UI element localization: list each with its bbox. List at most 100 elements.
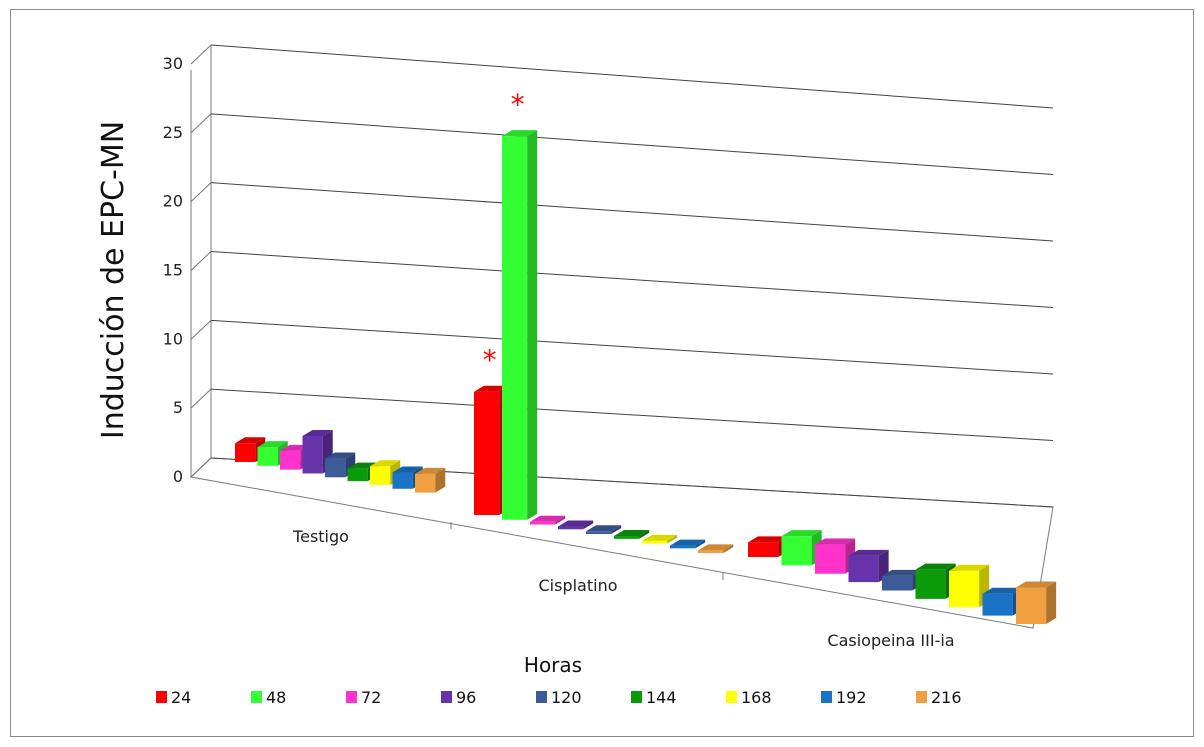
legend-label: 72	[361, 688, 381, 707]
bar	[698, 544, 734, 554]
bar	[302, 429, 333, 474]
bar	[815, 538, 856, 574]
gridline	[210, 44, 1054, 109]
bar	[558, 520, 594, 530]
gridline-side	[190, 113, 212, 134]
bar-side	[555, 515, 566, 525]
category-labels: Testigo Cisplatino Casiopeina III-ia	[292, 527, 955, 650]
bar	[586, 525, 622, 535]
bar-top	[558, 520, 594, 527]
bar-top	[502, 130, 538, 137]
bar-top	[642, 534, 678, 541]
gridline	[210, 319, 1054, 375]
y-tick-label: 20	[163, 192, 183, 211]
bar	[949, 564, 990, 608]
legend-swatch	[346, 691, 357, 703]
bar-top	[882, 569, 923, 576]
bar-top	[392, 466, 423, 473]
bar-front	[1016, 587, 1047, 624]
bar-top	[325, 452, 356, 459]
bar-front	[257, 447, 278, 466]
bar-top	[698, 544, 734, 551]
legend-swatch	[536, 691, 547, 703]
gridline-side	[190, 388, 212, 409]
y-tick-label: 5	[173, 398, 183, 417]
bar-top	[370, 460, 401, 467]
bar-front	[530, 521, 556, 525]
gridline	[210, 251, 1054, 308]
gridline-side	[190, 319, 212, 340]
gridline	[210, 388, 1054, 441]
legend-item: 144	[631, 688, 677, 707]
chart-frame: 0 5 10 15 20 25 30 * * Testigo Cisplatino Casiope…	[10, 9, 1194, 737]
y-tick-label: 15	[163, 261, 183, 280]
bar	[642, 534, 678, 544]
bar-front	[614, 536, 640, 539]
legend-label: 120	[551, 688, 582, 707]
bar-front	[642, 540, 668, 544]
x-axis-title: Horas	[524, 653, 582, 677]
gridline-side	[190, 44, 212, 65]
legend-label: 24	[171, 688, 191, 707]
bar-top	[474, 385, 510, 392]
significance-asterisk: *	[483, 344, 497, 377]
bar	[530, 515, 566, 525]
bar	[1016, 581, 1057, 624]
bar-top	[748, 536, 789, 543]
bar-top	[815, 538, 856, 545]
bar-front	[586, 531, 612, 535]
bar-front	[558, 526, 584, 530]
bar-top	[670, 539, 706, 546]
legend-label: 48	[266, 688, 286, 707]
legend-item: 96	[441, 688, 476, 707]
legend-swatch	[726, 691, 737, 703]
gridline-side	[190, 251, 212, 271]
bar-top	[915, 563, 956, 570]
gridlines	[190, 44, 1054, 508]
bar-side	[611, 525, 622, 535]
y-tick-label: 25	[163, 123, 183, 142]
bar-top	[848, 549, 889, 556]
bar-side	[639, 530, 650, 539]
legend-item: 168	[726, 688, 772, 707]
bar-front	[415, 473, 436, 493]
y-axis-ticks: 0 5 10 15 20 25 30	[163, 54, 183, 486]
bar-front	[347, 468, 368, 482]
legend-item: 48	[251, 688, 286, 707]
bar-front	[392, 472, 413, 489]
y-tick-label: 0	[173, 467, 183, 486]
bar-top	[1016, 581, 1057, 588]
y-tick-label: 30	[163, 54, 183, 73]
bar-front	[781, 536, 812, 566]
bar-front	[474, 391, 500, 515]
bar-top	[614, 530, 650, 537]
bar-front	[915, 569, 946, 599]
legend: 24 48 72 96 120 144 168 192 216	[156, 688, 962, 707]
bar-side	[1046, 581, 1057, 624]
legend-item: 192	[821, 688, 867, 707]
bar-top	[235, 437, 266, 444]
bar-front	[882, 575, 913, 591]
y-tick-label: 10	[163, 329, 183, 348]
legend-swatch	[821, 691, 832, 703]
bar-top	[586, 525, 622, 532]
bar	[502, 130, 538, 520]
legend-label: 216	[931, 688, 962, 707]
bar-side	[695, 539, 706, 549]
bar	[915, 563, 956, 599]
bars	[235, 130, 1057, 624]
bar-top	[302, 429, 333, 436]
legend-item: 216	[916, 688, 962, 707]
legend-item: 120	[536, 688, 582, 707]
legend-item: 72	[346, 688, 381, 707]
category-label: Testigo	[292, 527, 349, 546]
bar-top	[530, 515, 566, 522]
legend-swatch	[251, 691, 262, 703]
bar	[670, 539, 706, 549]
bar	[848, 549, 889, 583]
bar-front	[949, 570, 980, 608]
bar-top	[781, 530, 822, 537]
bar-top	[415, 467, 446, 474]
bar-side	[667, 534, 678, 544]
